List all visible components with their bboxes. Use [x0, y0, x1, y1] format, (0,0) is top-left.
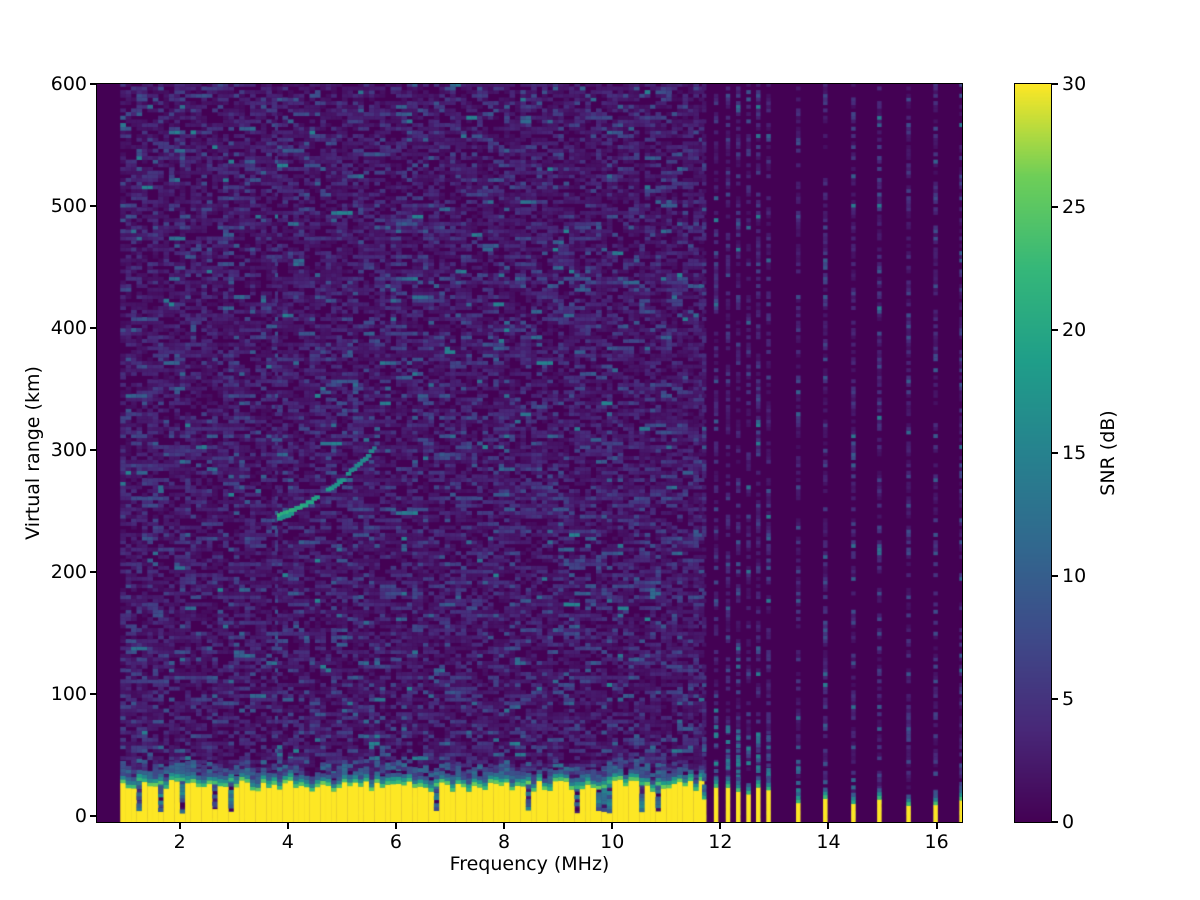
colorbar-tick-mark — [1052, 575, 1058, 577]
y-tick-mark — [90, 448, 96, 451]
x-tick-label: 16 — [924, 831, 949, 853]
colorbar-tick-label: 10 — [1062, 565, 1087, 587]
colorbar-tick-mark — [1052, 698, 1058, 700]
y-tick-label: 600 — [50, 73, 87, 95]
y-tick-mark — [90, 814, 96, 817]
x-tick-mark — [503, 823, 506, 829]
heatmap-plot-area — [96, 83, 963, 823]
y-tick-mark — [90, 692, 96, 695]
colorbar-tick-mark — [1052, 83, 1058, 85]
x-tick-label: 10 — [600, 831, 625, 853]
colorbar-tick-mark — [1052, 821, 1058, 823]
x-tick-label: 14 — [816, 831, 841, 853]
y-tick-label: 200 — [50, 560, 87, 583]
colorbar-tick-mark — [1052, 329, 1058, 331]
y-tick-mark — [90, 83, 96, 85]
x-tick-mark — [827, 823, 830, 829]
colorbar-tick-mark — [1052, 452, 1058, 454]
y-tick-mark — [90, 570, 96, 573]
colorbar — [1014, 83, 1052, 823]
y-tick-label: 400 — [50, 316, 87, 339]
x-tick-mark — [178, 823, 181, 829]
colorbar-tick-label: 0 — [1062, 811, 1075, 833]
x-tick-label: 2 — [173, 831, 186, 853]
x-axis-label: Frequency (MHz) — [449, 853, 610, 875]
y-tick-label: 300 — [50, 438, 87, 461]
y-tick-mark — [90, 204, 96, 207]
x-tick-label: 4 — [281, 831, 294, 853]
x-tick-label: 8 — [498, 831, 511, 853]
colorbar-label: SNR (dB) — [1097, 410, 1119, 496]
y-tick-label: 500 — [50, 194, 87, 217]
x-tick-mark — [611, 823, 614, 829]
y-tick-label: 0 — [74, 804, 87, 827]
colorbar-tick-mark — [1052, 206, 1058, 208]
x-tick-label: 12 — [708, 831, 733, 853]
colorbar-tick-label: 20 — [1062, 319, 1087, 341]
y-tick-mark — [90, 326, 96, 329]
colorbar-tick-label: 25 — [1062, 196, 1087, 218]
colorbar-tick-label: 5 — [1062, 688, 1075, 710]
colorbar-tick-label: 30 — [1062, 73, 1087, 95]
x-tick-mark — [719, 823, 722, 829]
x-tick-label: 6 — [389, 831, 402, 853]
colorbar-tick-label: 15 — [1062, 442, 1087, 464]
x-tick-mark — [286, 823, 289, 829]
x-tick-mark — [935, 823, 938, 829]
x-tick-mark — [394, 823, 397, 829]
y-tick-label: 100 — [50, 682, 87, 705]
